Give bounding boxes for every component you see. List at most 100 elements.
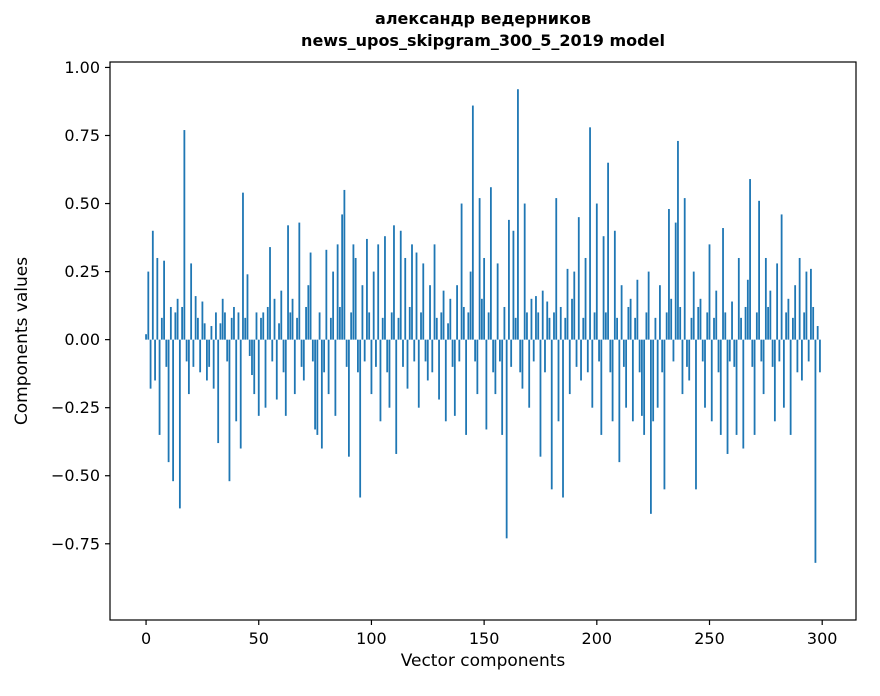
bar-component-192 <box>577 217 580 340</box>
bar-component-264 <box>740 317 742 340</box>
bar-component-208 <box>613 230 616 340</box>
bar-component-285 <box>787 298 790 340</box>
bar-component-179 <box>548 317 551 340</box>
bar-component-248 <box>704 339 706 408</box>
bar-component-64 <box>289 312 292 340</box>
bar-component-295 <box>810 268 812 340</box>
bar-component-293 <box>805 271 808 340</box>
bar-component-114 <box>402 339 404 367</box>
y-axis-label: Components values <box>12 257 32 425</box>
bar-component-290 <box>798 257 801 340</box>
bar-component-175 <box>539 339 542 457</box>
bar-component-148 <box>478 198 481 340</box>
bar-component-136 <box>451 339 454 367</box>
bar-component-107 <box>386 339 389 373</box>
bar-component-176 <box>541 290 544 340</box>
bar-component-100 <box>370 339 373 395</box>
bar-component-137 <box>453 339 456 416</box>
bar-component-224 <box>650 339 652 514</box>
bar-component-112 <box>397 317 400 340</box>
bar-component-140 <box>460 203 463 340</box>
bar-component-13 <box>174 312 177 340</box>
bar-component-2 <box>149 339 152 389</box>
bar-component-128 <box>433 244 436 340</box>
bar-component-281 <box>778 339 781 362</box>
bar-component-252 <box>713 317 715 340</box>
bar-component-52 <box>262 312 265 340</box>
bar-component-56 <box>271 339 274 362</box>
y-tick-label: 0.50 <box>64 194 100 213</box>
bar-component-198 <box>591 339 594 408</box>
bar-component-196 <box>586 339 589 373</box>
bar-component-91 <box>350 312 353 340</box>
bar-component-171 <box>530 298 533 340</box>
bar-component-53 <box>264 339 267 408</box>
bar-component-247 <box>701 339 704 362</box>
bar-component-294 <box>807 339 810 362</box>
bar-component-55 <box>269 247 271 340</box>
bar-component-254 <box>717 339 720 373</box>
bar-component-93 <box>354 257 357 340</box>
bar-component-185 <box>562 339 564 498</box>
bar-component-216 <box>631 339 634 422</box>
bar-component-28 <box>208 339 211 367</box>
bar-component-271 <box>755 312 758 340</box>
bar-component-142 <box>465 339 467 435</box>
y-tick-label: 1.00 <box>64 58 100 77</box>
bar-component-182 <box>555 198 558 340</box>
bar-component-217 <box>634 317 637 340</box>
y-tick-label: 0.75 <box>64 126 100 145</box>
bar-component-37 <box>228 339 231 482</box>
bar-component-40 <box>235 339 238 422</box>
bar-component-183 <box>557 339 560 422</box>
bar-component-1 <box>147 271 150 340</box>
bars-series <box>145 89 821 563</box>
bar-component-90 <box>348 339 350 457</box>
bar-component-163 <box>512 230 515 340</box>
bar-component-213 <box>625 339 628 408</box>
bar-component-273 <box>760 339 763 362</box>
bar-component-83 <box>332 271 335 340</box>
x-tick-label: 50 <box>249 629 269 648</box>
bar-component-86 <box>338 306 341 340</box>
bar-component-21 <box>192 339 195 367</box>
bar-component-70 <box>302 339 305 381</box>
y-tick-label: −0.25 <box>51 398 100 417</box>
bar-component-135 <box>449 298 452 340</box>
bar-component-269 <box>751 339 754 367</box>
axis-ticks: 1.00 0.75 0.50 0.25 0.00 −0.25 −0.50 −0.75 0 50 10… <box>51 58 837 648</box>
bar-component-43 <box>242 192 244 340</box>
bar-component-73 <box>309 252 312 340</box>
bar-component-6 <box>158 339 161 435</box>
bar-component-104 <box>379 339 382 422</box>
bar-component-11 <box>169 306 172 340</box>
bar-component-220 <box>640 339 643 416</box>
bar-component-221 <box>643 339 646 435</box>
bar-component-187 <box>566 268 569 340</box>
bar-component-204 <box>604 312 607 340</box>
bar-component-191 <box>575 339 578 367</box>
bar-component-47 <box>251 339 253 376</box>
bar-component-96 <box>361 285 364 340</box>
bar-component-279 <box>773 339 776 422</box>
bar-component-246 <box>699 298 702 340</box>
bar-component-27 <box>206 339 208 381</box>
bar-component-188 <box>568 339 571 395</box>
bar-component-180 <box>550 339 553 490</box>
bar-component-45 <box>246 274 249 340</box>
bar-component-119 <box>413 339 416 362</box>
bar-component-262 <box>735 339 738 435</box>
bar-component-225 <box>652 339 655 422</box>
bar-component-292 <box>803 312 806 340</box>
bar-component-54 <box>266 306 269 340</box>
bar-component-8 <box>163 260 165 340</box>
bar-component-38 <box>230 317 233 340</box>
bar-component-147 <box>476 339 479 395</box>
bar-component-36 <box>226 339 229 362</box>
bar-component-66 <box>293 339 296 395</box>
bar-component-257 <box>724 312 727 340</box>
bar-component-82 <box>329 317 332 340</box>
bar-component-284 <box>785 312 788 340</box>
bar-component-65 <box>291 298 294 340</box>
